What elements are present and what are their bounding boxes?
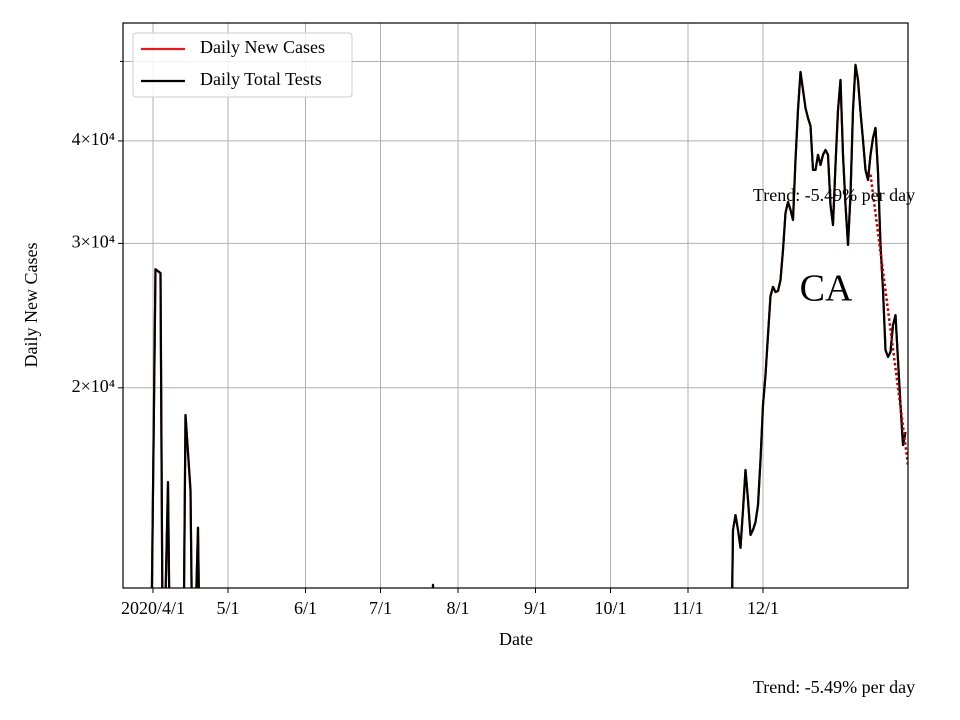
y-tick-label: 4×10⁴	[72, 129, 115, 149]
annotation: CA	[800, 268, 853, 310]
x-tick-label: 2020/4/1	[121, 598, 185, 618]
annotation: Trend: -5.49% per day	[753, 185, 915, 205]
x-tick-label: 8/1	[446, 598, 469, 618]
annotation: Trend: -5.49% per day	[753, 677, 915, 697]
x-tick-label: 6/1	[294, 598, 317, 618]
y-tick-label: 3×10⁴	[72, 232, 115, 252]
legend	[132, 32, 353, 98]
trend-line	[869, 174, 908, 466]
legend-label: Daily New Cases	[200, 37, 325, 57]
x-tick-label: 9/1	[524, 598, 547, 618]
x-tick-label: 5/1	[216, 598, 239, 618]
plot-area	[150, 63, 908, 588]
data-line	[150, 63, 907, 588]
x-tick-label: 12/1	[747, 598, 779, 618]
x-tick-label: 11/1	[672, 598, 703, 618]
legend-label: Daily Total Tests	[200, 69, 322, 89]
x-axis-label: Date	[499, 629, 533, 649]
y-tick-label: 2×10⁴	[72, 376, 115, 396]
x-tick-label: 7/1	[369, 598, 392, 618]
x-tick-label: 10/1	[594, 598, 626, 618]
grid	[123, 23, 908, 588]
y-axis-label: Daily New Cases	[21, 243, 41, 368]
axes-frame	[122, 22, 909, 589]
